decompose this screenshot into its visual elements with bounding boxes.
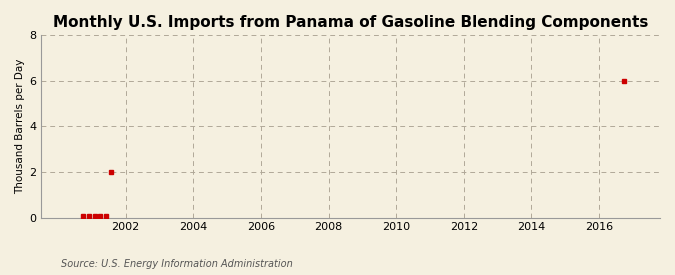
Text: Source: U.S. Energy Information Administration: Source: U.S. Energy Information Administ…: [61, 259, 292, 269]
Y-axis label: Thousand Barrels per Day: Thousand Barrels per Day: [15, 59, 25, 194]
Title: Monthly U.S. Imports from Panama of Gasoline Blending Components: Monthly U.S. Imports from Panama of Gaso…: [53, 15, 648, 30]
